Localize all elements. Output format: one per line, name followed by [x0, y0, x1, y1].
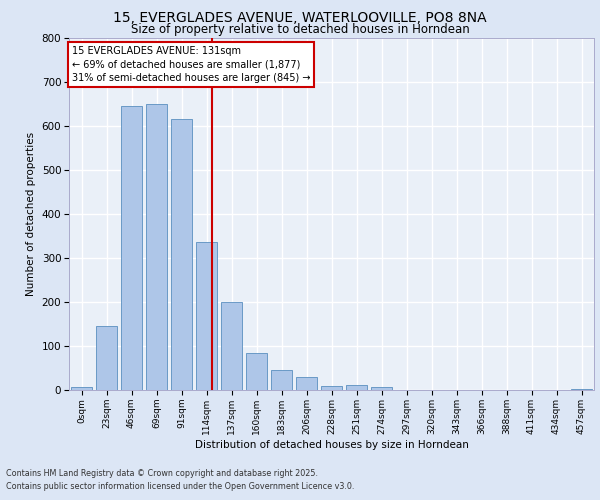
Text: 15, EVERGLADES AVENUE, WATERLOOVILLE, PO8 8NA: 15, EVERGLADES AVENUE, WATERLOOVILLE, PO…: [113, 11, 487, 25]
Bar: [171, 119, 192, 390]
Y-axis label: Number of detached properties: Number of detached properties: [26, 132, 36, 296]
Bar: [296, 377, 317, 390]
Bar: [246, 353, 267, 390]
Bar: [71, 387, 92, 390]
Text: 15 EVERGLADES AVENUE: 131sqm
← 69% of detached houses are smaller (1,877)
31% of: 15 EVERGLADES AVENUE: 131sqm ← 69% of de…: [71, 46, 310, 82]
X-axis label: Distribution of detached houses by size in Horndean: Distribution of detached houses by size …: [194, 440, 469, 450]
Bar: [146, 104, 167, 390]
Text: Size of property relative to detached houses in Horndean: Size of property relative to detached ho…: [131, 22, 469, 36]
Bar: [121, 106, 142, 390]
Text: Contains public sector information licensed under the Open Government Licence v3: Contains public sector information licen…: [6, 482, 355, 491]
Bar: [346, 384, 367, 390]
Bar: [371, 388, 392, 390]
Bar: [271, 370, 292, 390]
Bar: [571, 388, 592, 390]
Bar: [221, 302, 242, 390]
Text: Contains HM Land Registry data © Crown copyright and database right 2025.: Contains HM Land Registry data © Crown c…: [6, 468, 318, 477]
Bar: [321, 386, 342, 390]
Bar: [96, 326, 117, 390]
Bar: [196, 242, 217, 390]
